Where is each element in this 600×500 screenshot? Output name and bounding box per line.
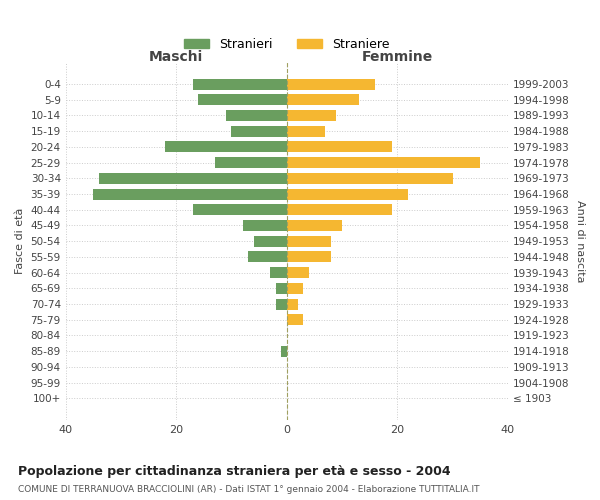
Bar	[248, 252, 287, 262]
Bar	[232, 126, 287, 136]
Bar	[287, 283, 304, 294]
Bar	[287, 94, 359, 105]
Bar	[287, 267, 309, 278]
Bar	[281, 346, 287, 356]
Bar	[193, 78, 287, 90]
Text: Maschi: Maschi	[149, 50, 203, 64]
Bar	[287, 298, 298, 310]
Bar	[215, 157, 287, 168]
Bar	[275, 283, 287, 294]
Bar	[287, 236, 331, 246]
Bar	[287, 220, 342, 231]
Bar	[287, 142, 392, 152]
Bar	[165, 142, 287, 152]
Legend: Stranieri, Straniere: Stranieri, Straniere	[179, 32, 395, 56]
Bar	[226, 110, 287, 121]
Text: Popolazione per cittadinanza straniera per età e sesso - 2004: Popolazione per cittadinanza straniera p…	[18, 465, 451, 478]
Bar	[242, 220, 287, 231]
Bar	[287, 126, 325, 136]
Bar	[287, 188, 409, 200]
Bar	[287, 110, 337, 121]
Text: COMUNE DI TERRANUOVA BRACCIOLINI (AR) - Dati ISTAT 1° gennaio 2004 - Elaborazion: COMUNE DI TERRANUOVA BRACCIOLINI (AR) - …	[18, 485, 479, 494]
Bar	[287, 157, 480, 168]
Bar	[287, 173, 452, 184]
Bar	[94, 188, 287, 200]
Text: Femmine: Femmine	[362, 50, 433, 64]
Bar	[199, 94, 287, 105]
Y-axis label: Fasce di età: Fasce di età	[15, 208, 25, 274]
Bar	[287, 314, 304, 326]
Bar	[193, 204, 287, 216]
Y-axis label: Anni di nascita: Anni di nascita	[575, 200, 585, 282]
Bar	[287, 204, 392, 216]
Bar	[287, 78, 375, 90]
Bar	[270, 267, 287, 278]
Bar	[254, 236, 287, 246]
Bar	[287, 252, 331, 262]
Bar	[99, 173, 287, 184]
Bar	[275, 298, 287, 310]
